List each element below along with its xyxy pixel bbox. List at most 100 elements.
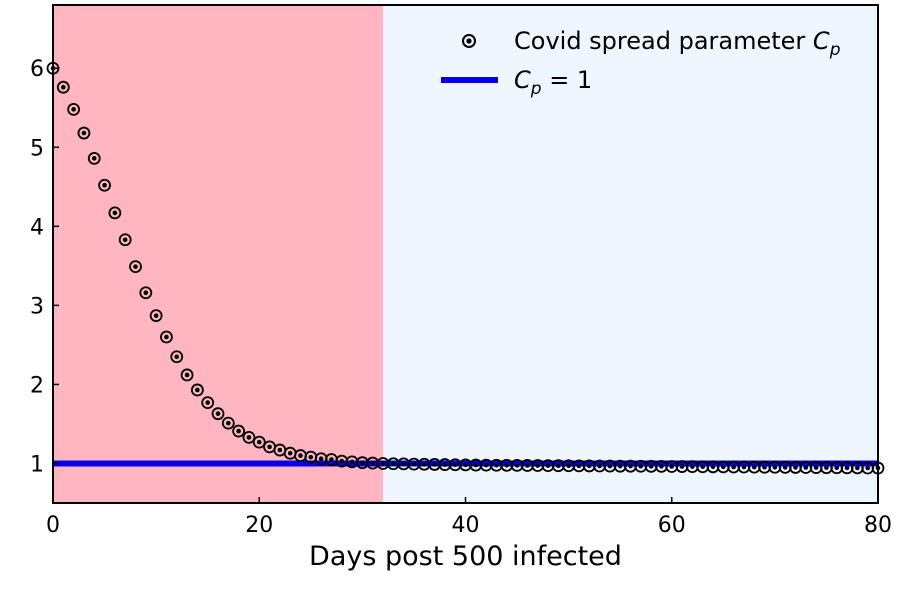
data-point-dot <box>597 463 602 469</box>
data-point-dot <box>164 334 169 340</box>
data-point-dot <box>690 464 695 469</box>
y-tick-label: 6 <box>30 57 44 82</box>
data-point-dot <box>710 464 716 470</box>
data-point-dot <box>349 459 355 465</box>
x-tick-label: 40 <box>452 513 480 538</box>
data-point-dot <box>514 463 520 468</box>
data-point-dot <box>535 463 540 468</box>
y-tick-label: 3 <box>30 294 44 319</box>
data-point-dot <box>628 463 633 469</box>
data-point-dot <box>494 462 499 468</box>
data-point <box>221 416 235 430</box>
data-point-dot <box>803 465 809 470</box>
data-point-dot <box>133 264 138 269</box>
data-point-ring <box>98 178 111 192</box>
data-point <box>108 206 122 220</box>
data-point-dot <box>421 461 427 467</box>
data-point-dot <box>277 447 283 453</box>
data-point-ring <box>118 233 132 247</box>
legend-marker-scatter-dot <box>466 38 472 44</box>
data-point-dot <box>762 464 767 470</box>
data-point-dot <box>102 182 107 188</box>
data-point-dot <box>793 465 798 470</box>
data-point-dot <box>370 460 375 466</box>
data-point-dot <box>401 461 406 467</box>
data-point-dot <box>452 462 458 468</box>
data-point-dot <box>174 354 180 360</box>
data-point-dot <box>772 464 778 470</box>
data-point <box>87 151 101 165</box>
data-point <box>211 407 225 421</box>
x-tick-label: 20 <box>245 513 273 538</box>
data-point <box>190 383 204 397</box>
data-point-dot <box>360 460 365 465</box>
data-point <box>201 396 215 410</box>
data-point-dot <box>741 464 747 470</box>
data-point-dot <box>556 463 561 468</box>
data-point <box>67 102 81 116</box>
data-point <box>77 126 91 140</box>
data-point <box>160 330 173 344</box>
data-point-dot <box>566 463 571 469</box>
x-axis-title: Days post 500 infected <box>309 541 622 572</box>
data-point-dot <box>855 465 860 471</box>
data-point <box>56 80 70 94</box>
data-point-ring <box>139 286 153 300</box>
shaded-region-1 <box>53 5 383 503</box>
legend-item-scatter: Covid spread parameter Cp <box>462 27 841 60</box>
x-tick-label: 0 <box>46 513 60 538</box>
data-point-dot <box>318 456 324 462</box>
data-point-dot <box>463 462 468 468</box>
data-point-dot <box>617 463 623 469</box>
data-point-dot <box>648 464 654 469</box>
data-point <box>180 368 194 382</box>
data-point-dot <box>339 458 345 464</box>
data-point-dot <box>483 462 489 468</box>
data-point <box>129 260 142 274</box>
ticks-layer: 0 20 40 60 80 1 2 3 4 5 6 <box>30 57 892 538</box>
data-point <box>139 286 153 300</box>
data-point-dot <box>246 435 252 440</box>
data-point-ring <box>232 424 246 438</box>
data-point <box>242 430 256 444</box>
legend-item-line: Cp = 1 <box>441 66 592 99</box>
data-point-dot <box>256 439 262 445</box>
data-point-dot <box>122 237 128 243</box>
data-point-dot <box>91 156 97 161</box>
data-point-ring <box>108 206 122 220</box>
data-point-dot <box>442 462 448 467</box>
data-point-dot <box>153 313 159 318</box>
data-point-dot <box>782 465 788 470</box>
data-point-dot <box>236 428 241 434</box>
data-point-ring <box>201 396 215 410</box>
data-point-dot <box>226 420 231 426</box>
data-point <box>98 178 111 192</box>
data-point-dot <box>473 462 479 468</box>
data-point-dot <box>824 465 829 470</box>
legend-label-scatter: Covid spread parameter Cp <box>514 27 841 60</box>
data-point-dot <box>607 463 613 469</box>
data-point <box>252 435 266 449</box>
data-point-ring <box>160 330 173 344</box>
y-tick-label: 1 <box>30 452 44 477</box>
data-point-dot <box>215 411 221 416</box>
data-point-ring <box>56 80 70 94</box>
data-point-dot <box>679 464 685 469</box>
data-point-dot <box>586 463 592 469</box>
y-tick-label: 5 <box>30 136 44 161</box>
data-point-dot <box>700 464 705 470</box>
data-point-dot <box>205 400 210 405</box>
data-point-ring <box>67 102 81 116</box>
data-point-ring <box>252 435 266 449</box>
data-point-dot <box>432 462 437 467</box>
x-tick-label: 80 <box>864 513 892 538</box>
x-tick-label: 60 <box>658 513 686 538</box>
data-point-dot <box>298 453 303 458</box>
data-point-dot <box>638 463 644 469</box>
data-point-dot <box>411 461 417 467</box>
data-point-dot <box>504 462 510 468</box>
data-point-ring <box>77 126 91 140</box>
data-point-ring <box>242 430 256 444</box>
data-point-dot <box>329 457 334 462</box>
data-point-dot <box>525 463 530 468</box>
